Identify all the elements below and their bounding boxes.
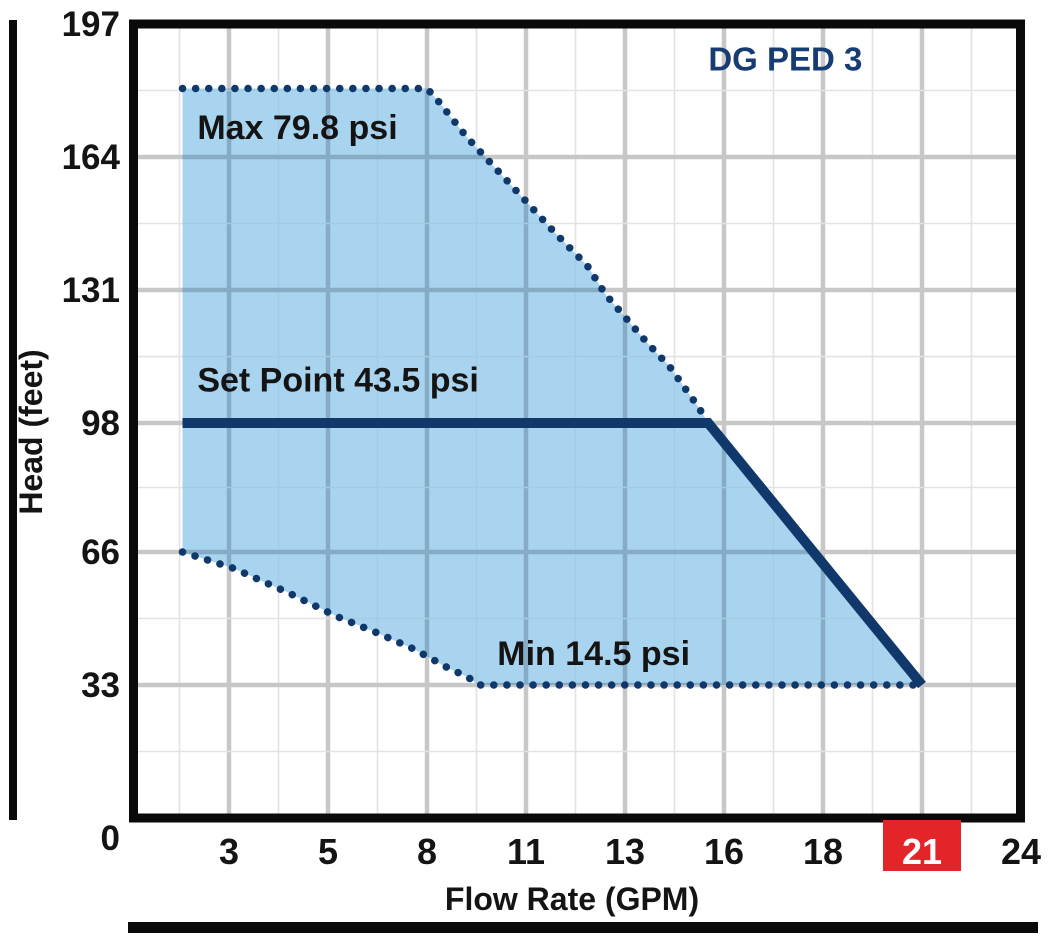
plot-border (129, 19, 1025, 823)
y-tick-label: 66 (81, 533, 120, 572)
x-tick-label: 11 (507, 831, 545, 872)
bottom-accent-bar (128, 922, 1038, 933)
x-tick-label-highlighted: 21 (902, 831, 942, 872)
y-axis-title: Head (feet) (13, 349, 49, 514)
y-tick-label: 131 (62, 271, 120, 310)
x-axis-title: Flow Rate (GPM) (445, 881, 699, 917)
x-tick-label: 24 (1001, 831, 1041, 872)
left-accent-bar (9, 20, 17, 820)
y-tick-label: 164 (62, 138, 121, 177)
x-tick-label: 8 (417, 831, 437, 872)
highlighted-tick-box (883, 820, 961, 871)
annotation-min-label: Min 14.5 psi (497, 635, 690, 673)
y-tick-label: 33 (81, 666, 120, 705)
x-tick-label: 16 (704, 831, 744, 872)
set-point-line (182, 418, 926, 689)
x-tick-label: 18 (803, 831, 843, 872)
y-tick-label: 98 (81, 404, 120, 443)
y-tick-label: 197 (62, 5, 120, 44)
max-boundary-curve (178, 84, 712, 427)
y-tick-label: 0 (101, 819, 120, 858)
x-tick-label: 13 (605, 831, 645, 872)
operating-envelope-fill (182, 88, 922, 685)
annotation-setpoint-label: Set Point 43.5 psi (197, 362, 479, 400)
annotation-max-label: Max 79.8 psi (197, 109, 397, 147)
chart-title: DG PED 3 (708, 40, 862, 77)
x-tick-label: 5 (318, 831, 338, 872)
x-tick-label: 3 (219, 831, 239, 872)
